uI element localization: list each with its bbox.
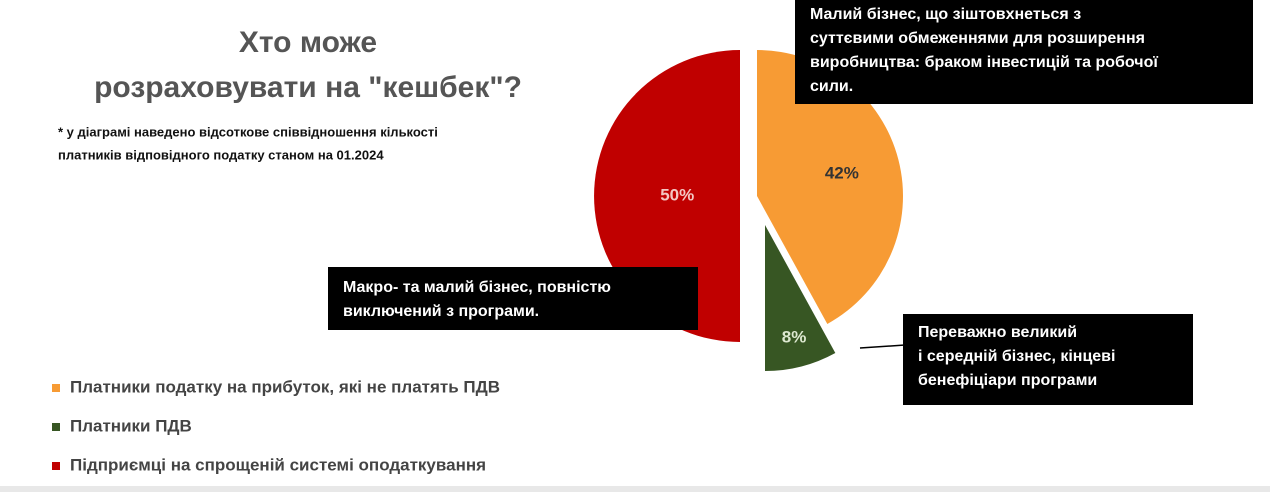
legend-label: Підприємці на спрощеній системі оподатку…	[70, 455, 486, 474]
leader-line	[859, 344, 906, 349]
annotation-box	[795, 0, 1253, 104]
annotation-text: виключений з програми.	[343, 303, 539, 320]
annotation-text: бенефіціари програми	[918, 372, 1097, 389]
chart-title: Хто може	[239, 26, 377, 59]
annotation-text: сили.	[810, 78, 853, 95]
legend-label: Платники податку на прибуток, які не пла…	[70, 377, 500, 396]
pie-slice	[765, 225, 836, 371]
annotation-text: Переважно великий	[918, 324, 1077, 341]
annotation-text: і середній бізнес, кінцеві	[918, 348, 1115, 365]
legend-label: Платники ПДВ	[70, 416, 192, 435]
annotation-box	[903, 314, 1193, 405]
annotation-text: виробництва: браком інвестицій та робочо…	[810, 54, 1158, 71]
annotation-text: Макро- та малий бізнес, повністю	[343, 279, 611, 296]
chart-title: розраховувати на "кешбек"?	[94, 71, 522, 104]
footnote: * у діаграмі наведено відсоткове співвід…	[58, 124, 438, 139]
annotation-text: суттєвими обмеженнями для розширення	[810, 30, 1145, 47]
legend-swatch	[52, 462, 60, 470]
value-label: 42%	[825, 164, 859, 183]
value-label: 8%	[782, 328, 807, 347]
footnote: платників відповідного податку станом на…	[58, 147, 384, 162]
legend-swatch	[52, 384, 60, 392]
value-label: 50%	[660, 185, 694, 204]
annotation-box	[328, 267, 698, 330]
legend-swatch	[52, 423, 60, 431]
bottom-strip	[0, 486, 1270, 492]
annotation-text: Малий бізнес, що зіштовхнеться з	[810, 6, 1081, 23]
pie-slice	[757, 50, 903, 324]
